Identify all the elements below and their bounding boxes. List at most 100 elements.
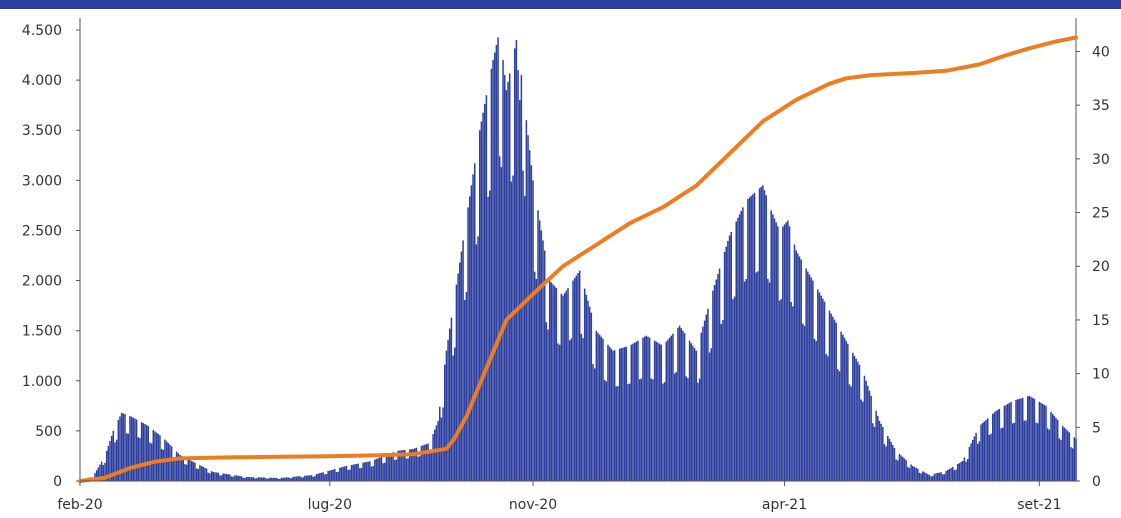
daily-bar — [122, 413, 125, 481]
daily-bar — [224, 473, 226, 481]
daily-bar — [702, 326, 704, 481]
daily-bar — [449, 328, 451, 481]
daily-bar — [590, 312, 593, 481]
daily-bar — [115, 439, 118, 481]
daily-bar — [317, 473, 319, 481]
daily-bar — [985, 419, 987, 481]
x-axis-tick-label: apr-21 — [762, 497, 807, 513]
daily-bar — [237, 475, 239, 481]
daily-bar — [192, 461, 195, 481]
daily-bar — [380, 456, 383, 481]
daily-bar — [533, 271, 536, 481]
daily-bar — [973, 436, 976, 481]
daily-bar — [803, 325, 806, 481]
daily-bar — [768, 282, 771, 481]
daily-bar — [299, 476, 301, 481]
daily-bar — [130, 416, 133, 481]
daily-bar — [986, 418, 989, 481]
daily-bar — [728, 235, 731, 481]
daily-bar — [127, 433, 130, 481]
daily-bar — [277, 478, 279, 481]
daily-bar — [956, 463, 959, 481]
daily-bar — [485, 95, 488, 482]
daily-bar — [810, 277, 812, 481]
daily-bar — [945, 470, 947, 481]
daily-bar — [775, 222, 777, 481]
daily-bar — [1031, 397, 1034, 481]
daily-bar — [217, 472, 219, 481]
daily-bar — [239, 475, 241, 481]
daily-bar — [850, 386, 852, 481]
daily-bar — [255, 478, 258, 481]
daily-bar — [134, 418, 136, 481]
daily-bar — [470, 185, 473, 481]
daily-bar — [966, 458, 969, 481]
daily-bar — [633, 342, 636, 481]
daily-bar — [330, 470, 333, 481]
daily-bar — [975, 432, 977, 481]
daily-bar — [547, 329, 549, 481]
right-axis-tick-label: 5 — [1092, 420, 1101, 436]
daily-bar — [1063, 427, 1066, 481]
daily-bar — [773, 218, 776, 481]
daily-bar — [495, 45, 498, 482]
daily-bar — [667, 339, 669, 481]
daily-bar — [877, 415, 879, 481]
daily-bar — [528, 150, 531, 481]
left-axis-tick-label: 2.000 — [22, 274, 62, 290]
daily-bar — [727, 240, 729, 481]
daily-bar — [948, 468, 951, 481]
daily-bar — [540, 230, 543, 481]
daily-bar — [735, 221, 737, 481]
daily-bar — [733, 296, 736, 481]
left-axis-tick-label: 1.000 — [22, 374, 62, 390]
daily-bar — [552, 284, 554, 481]
daily-bar — [887, 435, 889, 481]
daily-bar — [725, 246, 727, 481]
daily-bar — [490, 68, 493, 481]
daily-bar — [996, 409, 999, 481]
daily-bar — [865, 380, 867, 481]
daily-bar — [658, 343, 661, 481]
daily-bar — [572, 280, 574, 481]
daily-bar — [245, 476, 248, 481]
daily-bar — [668, 337, 671, 481]
daily-bar — [204, 467, 206, 481]
daily-bar — [748, 197, 751, 482]
daily-bar — [389, 453, 391, 481]
daily-bar — [349, 469, 351, 481]
daily-bar — [1060, 439, 1062, 481]
daily-bar — [142, 423, 145, 481]
daily-bar — [468, 196, 471, 481]
daily-bar — [932, 476, 934, 481]
daily-bar — [129, 415, 131, 481]
daily-bar — [630, 344, 633, 481]
daily-bar — [194, 462, 196, 481]
daily-bar — [917, 468, 919, 481]
daily-bar — [1051, 413, 1054, 481]
right-axis-tick-label: 0 — [1092, 474, 1101, 490]
daily-bar — [588, 306, 591, 481]
daily-bar — [250, 477, 253, 481]
cumulative-line-series — [78, 35, 1078, 483]
daily-bar — [439, 406, 441, 481]
daily-bar — [647, 336, 649, 481]
daily-bar — [360, 468, 363, 481]
daily-bar — [698, 378, 701, 481]
daily-bar — [842, 334, 844, 481]
daily-bar — [407, 458, 409, 481]
daily-bar — [605, 381, 608, 481]
right-axis-tick-label: 15 — [1092, 313, 1110, 329]
right-axis-tick-label: 40 — [1092, 44, 1110, 60]
daily-bar — [627, 383, 629, 481]
left-axis: 0 500 1.000 1.500 2.000 2.500 3.000 3.500 4.000 4… — [22, 18, 81, 490]
daily-bar — [883, 444, 886, 481]
daily-bar — [991, 413, 994, 481]
daily-bar — [284, 477, 286, 481]
daily-bar — [304, 475, 306, 481]
daily-bar — [1061, 425, 1064, 481]
daily-bar — [833, 319, 836, 481]
left-axis-tick-label: 2.500 — [22, 223, 62, 239]
daily-bar — [1003, 405, 1006, 481]
daily-bar — [577, 273, 579, 481]
